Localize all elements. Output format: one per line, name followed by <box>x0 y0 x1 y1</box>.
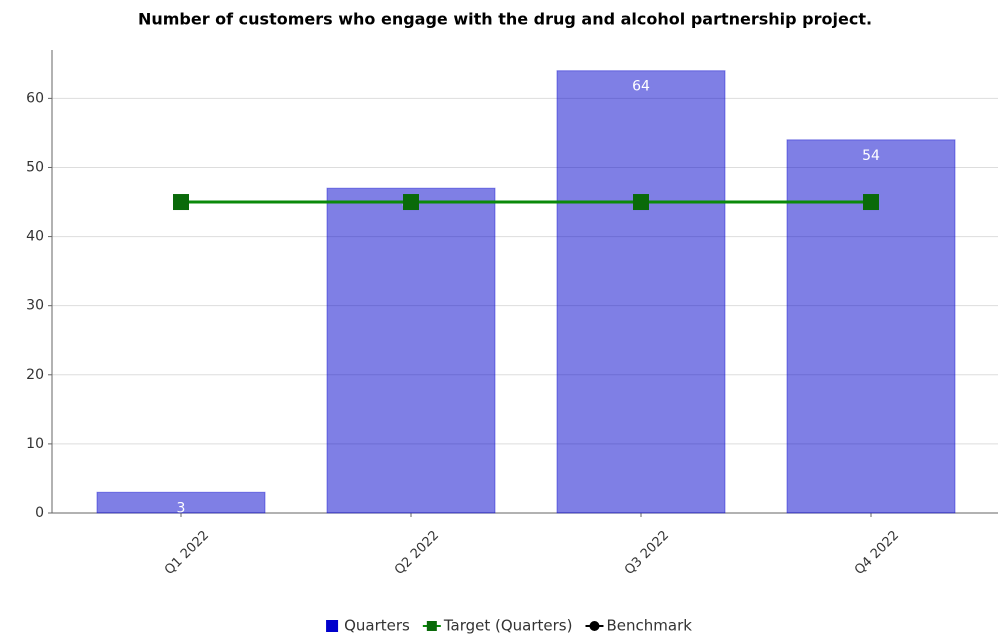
legend-swatch <box>589 621 600 631</box>
y-tick-label: 60 <box>26 90 44 106</box>
x-tick-label: Q4 2022 <box>852 528 902 578</box>
y-tick-label: 50 <box>26 159 44 175</box>
legend: Quarters Target (Quarters) Benchmark <box>326 617 692 635</box>
y-tick-label: 30 <box>26 298 44 314</box>
data-label: 64 <box>632 79 650 95</box>
legend-label: Benchmark <box>606 617 692 635</box>
line-marker <box>633 194 649 211</box>
bar <box>96 491 266 514</box>
legend-swatch <box>326 620 339 632</box>
chart-title: Number of customers who engage with the … <box>138 10 872 29</box>
bar <box>556 70 726 514</box>
data-label: 54 <box>862 148 880 164</box>
y-tick-label: 10 <box>26 436 44 452</box>
bar <box>326 187 496 514</box>
line-marker <box>173 194 189 211</box>
y-tick-label: 40 <box>26 229 44 245</box>
x-tick-label: Q2 2022 <box>392 528 442 578</box>
line-marker <box>863 194 879 211</box>
legend-label: Target (Quarters) <box>443 617 573 635</box>
x-tick-label: Q3 2022 <box>622 528 672 578</box>
data-label: 3 <box>177 500 186 516</box>
y-tick-label: 0 <box>35 505 44 521</box>
legend-swatch <box>426 621 437 631</box>
legend-label: Quarters <box>344 617 410 635</box>
y-tick-label: 20 <box>26 367 44 383</box>
x-tick-label: Q1 2022 <box>162 528 212 578</box>
line-marker <box>403 194 419 211</box>
